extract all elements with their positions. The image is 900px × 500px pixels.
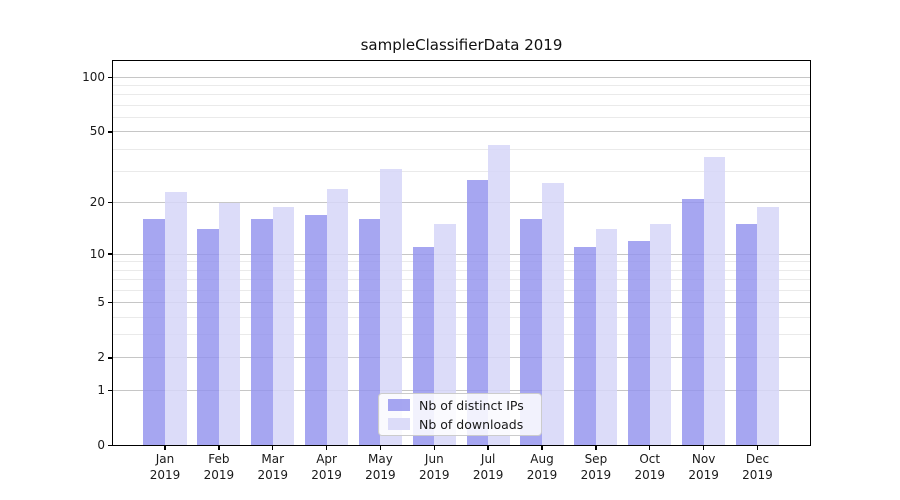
- bar-distinct-ips-nov: [682, 198, 704, 446]
- legend: Nb of distinct IPs Nb of downloads: [378, 393, 542, 436]
- bar-downloads-jul: [488, 145, 510, 446]
- x-tick-mark: [218, 445, 220, 450]
- bar-downloads-mar: [272, 206, 295, 446]
- x-tick-mark: [541, 445, 543, 450]
- x-tick-label: Apr 2019: [311, 451, 342, 482]
- gridline-minor: [112, 289, 811, 291]
- chart-title: sampleClassifierData 2019: [360, 36, 563, 54]
- bar-downloads-apr: [326, 188, 349, 446]
- y-tick-label: 2: [97, 350, 105, 365]
- bar-distinct-ips-apr: [304, 214, 327, 446]
- y-tick-mark: [108, 131, 112, 133]
- y-tick-label: 5: [97, 295, 105, 310]
- bar-distinct-ips-aug: [520, 219, 542, 446]
- y-tick-label: 100: [82, 69, 105, 84]
- x-tick-label: May 2019: [365, 451, 396, 482]
- x-tick-label: Sep 2019: [580, 451, 612, 482]
- gridline-minor: [112, 171, 811, 173]
- bar-downloads-nov: [703, 157, 726, 446]
- bar-distinct-ips-sep: [574, 247, 596, 446]
- legend-swatch-distinct-ips: [388, 399, 410, 411]
- x-tick-label: Jan 2019: [149, 451, 181, 482]
- x-tick-label: Nov 2019: [688, 451, 719, 482]
- y-tick-mark: [108, 253, 112, 255]
- x-tick-label: Jul 2019: [472, 451, 504, 482]
- gridline-major: [112, 76, 811, 78]
- x-tick-label: Aug 2019: [526, 451, 558, 482]
- legend-label-distinct-ips: Nb of distinct IPs: [419, 397, 524, 413]
- gridline-minor: [112, 334, 811, 336]
- bar-distinct-ips-jan: [143, 219, 165, 446]
- y-tick-mark: [108, 76, 112, 78]
- x-tick-label: Dec 2019: [742, 451, 773, 482]
- y-tick-label: 0: [97, 438, 105, 452]
- y-tick-mark: [108, 444, 112, 447]
- y-tick-label: 20: [89, 195, 105, 210]
- bar-downloads-jun: [434, 224, 456, 446]
- gridline-minor: [112, 117, 811, 119]
- y-tick-label: 1: [97, 382, 105, 397]
- x-tick-mark: [595, 445, 597, 450]
- gridline-minor: [112, 279, 811, 281]
- x-tick-mark: [433, 445, 435, 450]
- gridline-minor: [112, 94, 811, 96]
- gridline-major: [112, 302, 811, 304]
- x-tick-mark: [164, 445, 166, 450]
- gridline-major: [112, 202, 811, 204]
- gridline-minor: [112, 85, 811, 87]
- x-tick-mark: [379, 445, 382, 450]
- bar-downloads-sep: [595, 229, 618, 446]
- gridline-minor: [112, 148, 811, 150]
- bar-distinct-ips-may: [358, 219, 381, 446]
- y-tick-mark: [108, 301, 112, 304]
- legend-swatch-downloads: [388, 418, 410, 430]
- gridline-minor: [112, 261, 811, 263]
- gridline-minor: [112, 104, 811, 106]
- x-tick-label: Oct 2019: [634, 451, 665, 482]
- bar-distinct-ips-mar: [251, 219, 273, 446]
- bar-distinct-ips-jul: [466, 179, 489, 446]
- y-tick-label: 50: [89, 124, 105, 139]
- y-tick-mark: [108, 201, 112, 204]
- gridline-major: [112, 253, 811, 255]
- bar-downloads-feb: [218, 202, 241, 446]
- gridline-minor: [112, 269, 811, 271]
- x-tick-mark: [649, 445, 651, 450]
- gridline-major: [112, 131, 811, 133]
- bar-distinct-ips-dec: [735, 224, 758, 446]
- x-tick-mark: [756, 445, 759, 450]
- bar-distinct-ips-feb: [197, 229, 219, 446]
- legend-item-distinct-ips: Nb of distinct IPs: [379, 397, 541, 413]
- y-tick-mark: [108, 389, 112, 391]
- gridline-major: [112, 389, 811, 391]
- legend-label-downloads: Nb of downloads: [419, 416, 524, 432]
- legend-item-downloads: Nb of downloads: [379, 416, 541, 432]
- bar-downloads-dec: [757, 206, 780, 446]
- bar-distinct-ips-oct: [628, 240, 650, 446]
- bar-downloads-may: [380, 169, 403, 446]
- y-tick-mark: [108, 357, 112, 359]
- x-tick-mark: [702, 445, 705, 450]
- x-tick-mark: [325, 445, 328, 450]
- x-tick-label: Feb 2019: [203, 451, 235, 482]
- x-tick-mark: [487, 445, 489, 450]
- bar-downloads-aug: [542, 182, 564, 446]
- bar-downloads-jan: [165, 191, 187, 446]
- bar-downloads-oct: [649, 224, 672, 446]
- gridline-minor: [112, 316, 811, 318]
- x-tick-mark: [272, 445, 274, 450]
- x-tick-label: Jun 2019: [419, 451, 450, 482]
- x-tick-label: Mar 2019: [257, 451, 288, 482]
- y-tick-label: 10: [89, 246, 105, 261]
- gridline-major: [112, 357, 811, 359]
